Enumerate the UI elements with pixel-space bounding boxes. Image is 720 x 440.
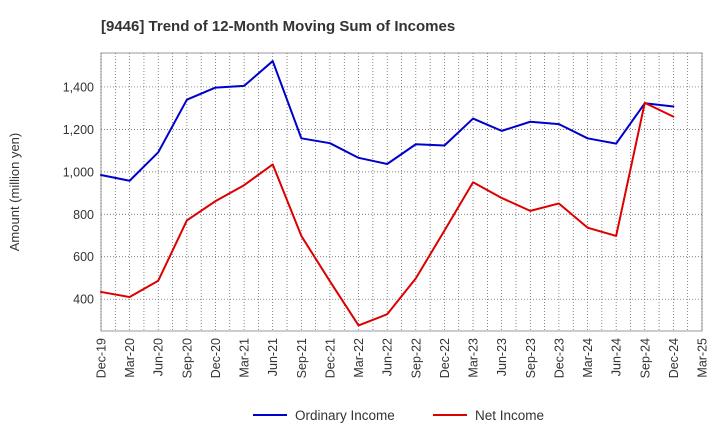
x-tick-label: Sep-24: [638, 338, 652, 378]
y-tick-label: 800: [73, 208, 94, 222]
net-income-line: [100, 101, 675, 327]
x-tick-label: Dec-20: [209, 338, 223, 378]
x-tick-label: Sep-21: [295, 338, 309, 378]
x-tick-label: Dec-19: [95, 338, 109, 378]
x-tick-label: Jun-21: [266, 338, 280, 376]
x-tick-label: Dec-21: [323, 338, 337, 378]
x-tick-label: Jun-24: [610, 338, 624, 376]
x-tick-label: Mar-23: [467, 338, 481, 378]
ordinary-income-legend-label: Ordinary Income: [295, 408, 395, 423]
x-tick-label: Jun-23: [495, 338, 509, 376]
y-tick-label: 1,200: [63, 123, 94, 137]
x-tick-label: Mar-20: [123, 338, 137, 378]
x-tick-label: Mar-22: [352, 338, 366, 378]
x-tick-label: Sep-20: [180, 338, 194, 378]
x-tick-label: Sep-22: [409, 338, 423, 378]
chart-title: [9446] Trend of 12-Month Moving Sum of I…: [101, 18, 455, 35]
x-tick-label: Dec-24: [667, 338, 681, 378]
y-axis-ticks: 400 600 800 1,000 1,200 1,400: [63, 80, 94, 306]
y-tick-label: 400: [73, 293, 94, 307]
x-tick-label: Dec-23: [552, 338, 566, 378]
legend: Ordinary Income Net Income: [253, 408, 544, 423]
x-tick-label: Dec-22: [438, 338, 452, 378]
x-tick-label: Jun-20: [152, 338, 166, 376]
y-tick-label: 600: [73, 250, 94, 264]
ordinary-income-line: [100, 60, 675, 182]
x-axis-ticks: Dec-19 Mar-20 Jun-20 Sep-20 Dec-20 Mar-21 Jun-…: [95, 338, 710, 378]
series-lines: [100, 60, 675, 327]
x-tick-label: Mar-21: [238, 338, 252, 378]
net-income-legend-label: Net Income: [475, 408, 544, 423]
grid: [100, 53, 703, 331]
x-tick-label: Sep-23: [524, 338, 538, 378]
y-tick-label: 1,000: [63, 165, 94, 179]
x-tick-label: Jun-22: [381, 338, 395, 376]
x-tick-label: Mar-24: [581, 338, 595, 378]
x-tick-label: Mar-25: [696, 338, 710, 378]
y-tick-label: 1,400: [63, 80, 94, 94]
y-axis-label: Amount (million yen): [7, 133, 22, 252]
